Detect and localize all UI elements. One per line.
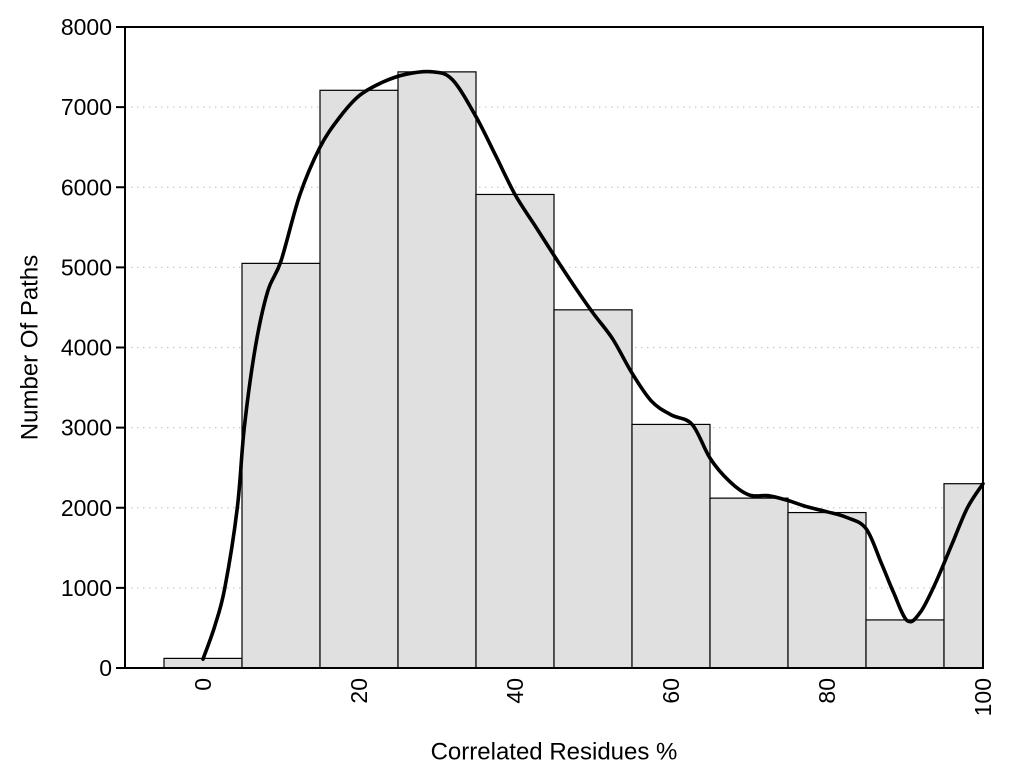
histogram-bar — [631, 423, 711, 669]
x-axis-title: Correlated Residues % — [431, 739, 678, 766]
y-tick-label: 5000 — [61, 254, 112, 280]
histogram-bar — [553, 309, 633, 669]
x-tick-label: 60 — [658, 678, 684, 704]
histogram-bar — [787, 511, 867, 669]
y-tick-label: 4000 — [61, 335, 112, 361]
histogram-bar — [475, 193, 555, 669]
y-tick-label: 0 — [99, 655, 112, 681]
y-tick-label: 1000 — [61, 575, 112, 601]
x-tick-label: 40 — [502, 678, 528, 704]
histogram-bar — [709, 497, 789, 669]
y-tick-label: 3000 — [61, 415, 112, 441]
y-tick-label: 8000 — [61, 14, 112, 40]
x-tick-label: 20 — [346, 678, 372, 704]
y-tick-label: 7000 — [61, 94, 112, 120]
x-tick-label: 0 — [190, 678, 216, 691]
y-tick-label: 2000 — [61, 495, 112, 521]
x-tick-label: 100 — [970, 678, 996, 716]
histogram-bar — [319, 89, 399, 669]
x-tick-label: 80 — [814, 678, 840, 704]
density-curve — [201, 69, 985, 661]
histogram-bar — [943, 483, 984, 669]
y-axis-title: Number Of Paths — [17, 255, 44, 440]
y-tick-label: 6000 — [61, 174, 112, 200]
histogram-bar — [865, 619, 945, 669]
histogram-bar — [241, 262, 321, 669]
histogram-bar — [397, 71, 477, 669]
